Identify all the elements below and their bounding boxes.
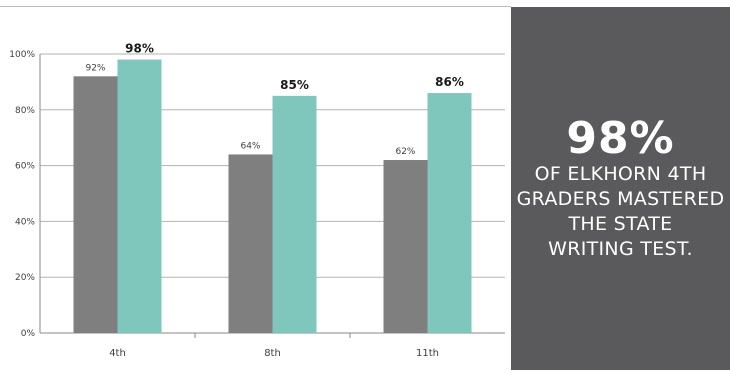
data-label: 86% xyxy=(435,75,464,89)
y-tick-label: 80% xyxy=(15,106,35,116)
y-tick-label: 40% xyxy=(15,217,35,227)
data-label: 92% xyxy=(85,63,105,73)
data-label: 85% xyxy=(280,78,309,92)
bar xyxy=(117,59,162,334)
x-tick-label: 4th xyxy=(109,348,126,359)
x-tick-label: 8th xyxy=(264,348,281,359)
chart-svg: 0% 20% 40% 60% 80% 100% 4th 92% 98% 8th 64% 85% 11th… xyxy=(9,42,505,359)
data-label: 62% xyxy=(395,147,415,157)
top-border xyxy=(0,6,511,7)
callout-line-2: GRADERS MASTERED xyxy=(516,187,725,210)
callout-panel: 98% OF ELKHORN 4TH GRADERS MASTERED THE … xyxy=(511,7,730,370)
x-tick-label: 11th xyxy=(416,348,439,359)
callout-line-4: WRITING TEST. xyxy=(548,237,693,260)
bar xyxy=(383,160,428,333)
bar xyxy=(427,93,472,333)
y-tick-label: 20% xyxy=(15,273,35,283)
callout-headline: 98% xyxy=(566,112,675,164)
callout-line-3: THE STATE xyxy=(568,212,673,235)
bar xyxy=(272,95,317,333)
bar xyxy=(73,76,118,333)
y-tick-label: 0% xyxy=(21,329,36,339)
y-tick-label: 60% xyxy=(15,162,35,172)
data-label: 64% xyxy=(240,141,260,151)
bar xyxy=(228,154,273,333)
bar-chart: 0% 20% 40% 60% 80% 100% 4th 92% 98% 8th 64% 85% 11th… xyxy=(9,42,505,359)
y-tick-label: 100% xyxy=(9,50,35,60)
data-label: 98% xyxy=(125,42,154,56)
callout-line-1: OF ELKHORN 4TH xyxy=(534,162,707,185)
